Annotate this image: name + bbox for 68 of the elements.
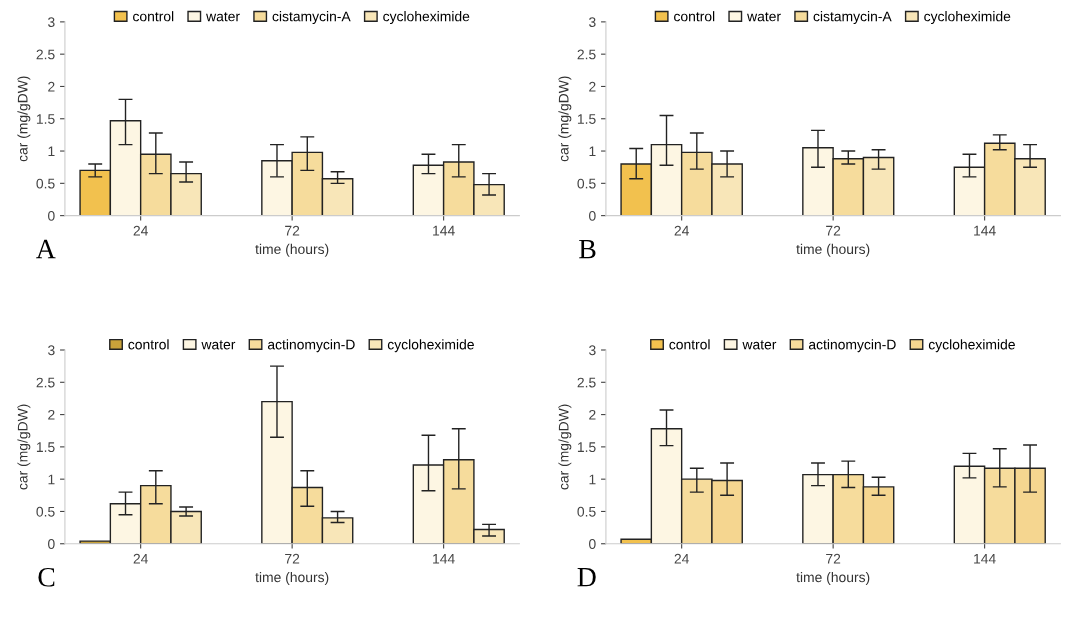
- y-tick-label: 2.5: [36, 49, 55, 60]
- legend-label: water: [206, 12, 240, 22]
- legend-label: cistamycin-A: [813, 11, 892, 25]
- x-tick-label: 72: [285, 553, 300, 564]
- y-tick-label: 0: [589, 210, 596, 221]
- x-axis-title: time (hours): [796, 243, 870, 257]
- y-tick-label: 0: [48, 210, 55, 221]
- x-tick-label: 144: [433, 225, 455, 236]
- x-tick-label: 72: [826, 225, 841, 236]
- text: D: [577, 568, 596, 587]
- y-tick-label: 3: [589, 17, 596, 28]
- x-tick-label: 72: [826, 553, 841, 564]
- y-tick-label: 1.5: [577, 442, 596, 453]
- text: C: [38, 567, 55, 587]
- y-tick-label: 3: [48, 345, 55, 356]
- x-tick-label: 144: [974, 225, 996, 236]
- y-tick-label: 0.5: [36, 178, 55, 189]
- x-tick-label: 24: [133, 225, 148, 236]
- y-tick-label: 0.5: [36, 506, 55, 517]
- y-axis-title: car (mg/gDW): [17, 76, 31, 162]
- text: B: [579, 239, 596, 259]
- x-tick-label: 24: [133, 553, 148, 564]
- x-axis-title: time (hours): [796, 571, 870, 585]
- y-tick-label: 3: [589, 345, 596, 356]
- y-tick-label: 0.5: [577, 178, 596, 189]
- legend-label: control: [674, 11, 715, 22]
- y-tick-label: 1: [48, 474, 55, 485]
- legend-label: control: [128, 339, 169, 350]
- x-tick-label: 72: [285, 225, 300, 236]
- y-axis-title: car (mg/gDW): [558, 404, 572, 490]
- y-tick-label: 2.5: [36, 377, 55, 388]
- x-tick-label: 24: [674, 225, 689, 236]
- y-tick-label: 0.5: [577, 506, 596, 517]
- legend-label: cistamycin-A: [272, 11, 351, 25]
- x-tick-label: 144: [974, 553, 996, 564]
- legend-label: water: [201, 340, 236, 350]
- y-tick-label: 0: [589, 539, 596, 549]
- legend-label: cycloheximide: [387, 339, 474, 353]
- y-tick-label: 2: [589, 409, 596, 420]
- legend-label: control: [669, 339, 710, 350]
- legend-label: cycloheximide: [383, 11, 470, 25]
- y-tick-label: 1.5: [577, 114, 596, 124]
- text: A: [36, 239, 56, 259]
- y-tick-label: 3: [48, 17, 55, 28]
- legend-label: actinomycin-D: [808, 339, 896, 353]
- y-tick-label: 1: [48, 146, 55, 157]
- y-tick-label: 0: [48, 539, 55, 549]
- y-tick-label: 2: [589, 81, 596, 92]
- y-axis-title: car (mg/gDW): [17, 404, 31, 490]
- x-tick-label: 144: [433, 553, 455, 564]
- y-tick-label: 2.5: [577, 377, 596, 388]
- legend-label: actinomycin-D: [267, 339, 355, 353]
- y-tick-label: 1.5: [36, 114, 55, 124]
- y-tick-label: 1.5: [36, 442, 55, 453]
- y-axis-title: car (mg/gDW): [558, 76, 572, 162]
- y-tick-label: 2.5: [577, 49, 596, 60]
- x-axis-title: time (hours): [255, 571, 329, 585]
- legend-label: cycloheximide: [928, 339, 1015, 353]
- legend-label: water: [747, 12, 781, 22]
- legend-label: water: [742, 340, 777, 350]
- y-tick-label: 1: [589, 146, 596, 157]
- y-tick-label: 2: [48, 409, 55, 420]
- x-tick-label: 24: [674, 553, 689, 564]
- y-tick-label: 2: [48, 81, 55, 92]
- y-tick-label: 1: [589, 474, 596, 485]
- x-axis-title: time (hours): [255, 243, 329, 257]
- legend-label: cycloheximide: [924, 11, 1011, 25]
- legend-label: control: [133, 11, 174, 22]
